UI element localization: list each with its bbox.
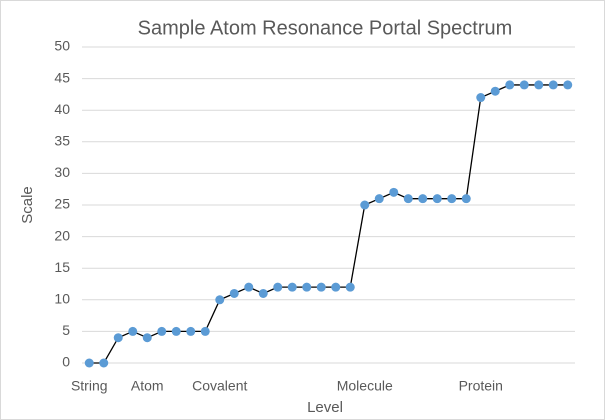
data-point (99, 358, 109, 368)
data-point (186, 326, 196, 336)
y-tick-label: 50 (54, 38, 70, 54)
data-point (505, 80, 515, 90)
data-point (273, 282, 283, 292)
data-point (432, 194, 442, 204)
data-point (534, 80, 544, 90)
data-point (157, 326, 167, 336)
data-point (403, 194, 413, 204)
y-tick-label: 10 (54, 291, 70, 307)
data-point (215, 295, 225, 305)
data-point (490, 86, 500, 96)
data-point (84, 358, 94, 368)
y-tick-label: 30 (54, 164, 70, 180)
data-point (128, 326, 138, 336)
data-point (519, 80, 529, 90)
data-point (331, 282, 341, 292)
data-point (389, 187, 399, 197)
y-tick-label: 5 (62, 322, 70, 338)
data-point (142, 333, 152, 343)
x-tick-label: Molecule (337, 378, 393, 394)
data-point (200, 326, 210, 336)
data-point (113, 333, 123, 343)
data-point (316, 282, 326, 292)
x-tick-label: Atom (131, 378, 164, 394)
y-tick-label: 40 (54, 101, 70, 117)
data-point (171, 326, 181, 336)
data-point (374, 194, 384, 204)
data-point (229, 288, 239, 298)
y-tick-label: 0 (62, 354, 70, 370)
series-line (89, 84, 568, 364)
data-point (244, 282, 254, 292)
x-tick-label: Covalent (192, 378, 247, 394)
y-tick-label: 35 (54, 133, 70, 149)
y-tick-label: 20 (54, 227, 70, 243)
x-axis-label: Level (307, 399, 343, 416)
y-tick-label: 15 (54, 259, 70, 275)
y-tick-label: 25 (54, 196, 70, 212)
chart-title: Sample Atom Resonance Portal Spectrum (138, 17, 513, 39)
data-point (563, 80, 573, 90)
data-point (360, 200, 370, 210)
x-tick-label: String (71, 378, 108, 394)
data-point (476, 93, 486, 103)
data-point (548, 80, 558, 90)
data-point (345, 282, 355, 292)
y-tick-label: 45 (54, 69, 70, 85)
data-point (447, 194, 457, 204)
data-point (461, 194, 471, 204)
data-point (302, 282, 312, 292)
data-point (258, 288, 268, 298)
x-tick-label: Protein (459, 378, 503, 394)
data-point (287, 282, 297, 292)
y-axis-label: Scale (19, 186, 36, 224)
data-point (418, 194, 428, 204)
